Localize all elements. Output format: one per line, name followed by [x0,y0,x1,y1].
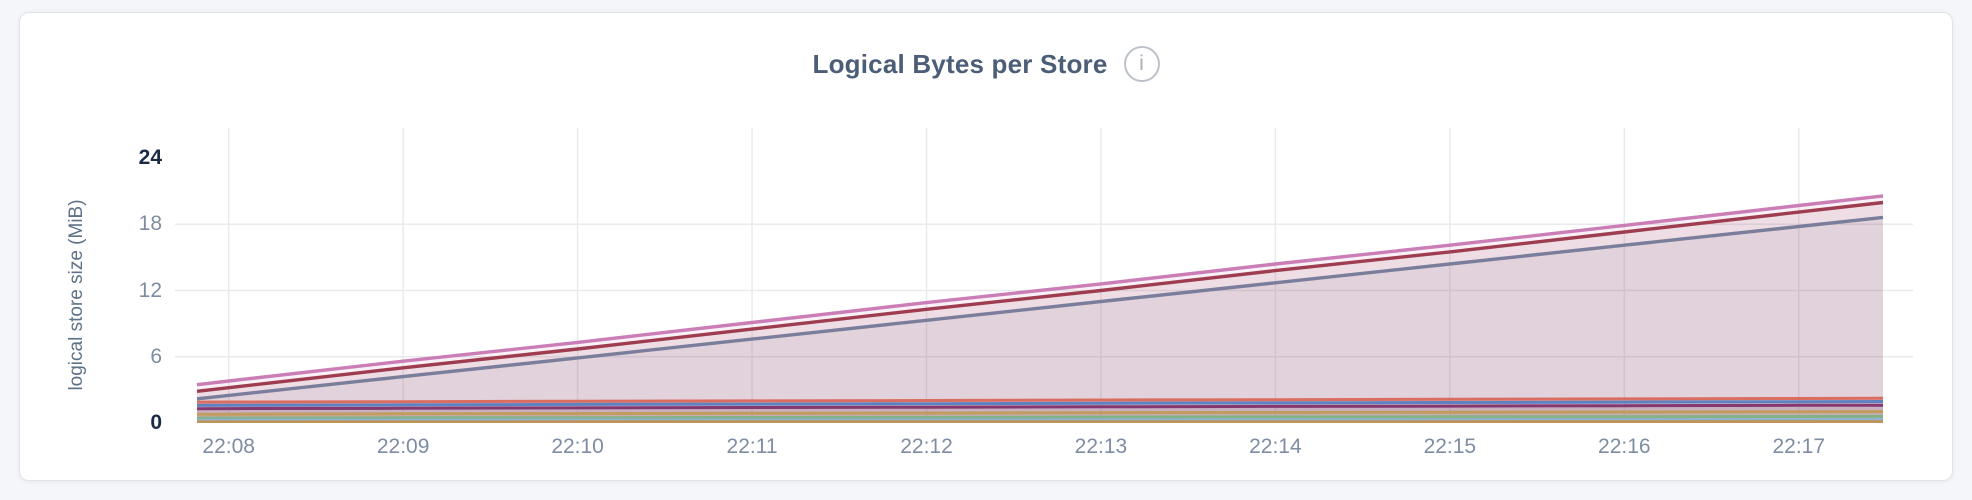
x-tick-label: 22:08 [202,435,255,458]
series-line [196,414,1884,420]
x-tick-label: 22:17 [1772,435,1826,458]
x-tick-label: 22:14 [1249,435,1302,458]
info-circle-icon[interactable]: i [1123,46,1160,82]
series-line [196,200,1884,393]
series-series-2 [196,200,1884,423]
series-area [197,202,1883,423]
series-series-3 [196,215,1884,423]
x-tick-label: 22:10 [551,435,604,458]
y-tick-label: 6 [150,344,162,368]
series-line [196,400,1884,407]
x-tick-label: 22:09 [376,435,430,458]
series-area [197,217,1883,423]
y-tick-label: 0 [150,411,162,434]
series-line [196,417,1884,422]
y-tick-label: 18 [138,212,162,236]
x-tick-label: 22:12 [900,435,953,458]
series-series-10 [197,420,1883,423]
chart-header: Logical Bytes per Store i [20,46,1952,82]
y-tick-label: 12 [138,278,162,302]
series-line [196,403,1884,411]
series-line [196,194,1884,387]
y-axis-title: logical store size (MiB) [66,199,87,391]
x-tick-label: 22:15 [1423,435,1477,458]
chart-card: Logical Bytes per Store i logical store … [19,12,1953,481]
chart-title: Logical Bytes per Store [812,48,1108,79]
x-tick-label: 22:13 [1074,435,1128,458]
gridlines [175,128,1913,423]
series-line [197,410,1884,416]
y-tick-label: 24 [138,146,162,169]
series-line [196,215,1884,401]
chart-plot-area[interactable] [175,128,1913,423]
x-tick-label: 22:11 [726,435,778,458]
series-line [196,396,1884,404]
x-tick-label: 22:16 [1598,435,1651,458]
